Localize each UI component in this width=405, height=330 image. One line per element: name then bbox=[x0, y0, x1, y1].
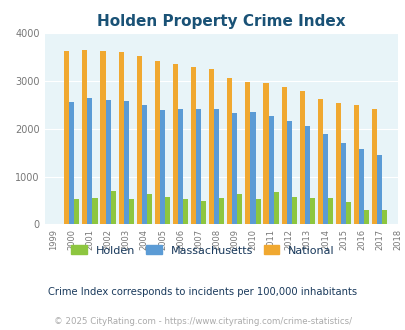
Bar bbox=[245, 82, 250, 224]
Text: Crime Index corresponds to incidents per 100,000 inhabitants: Crime Index corresponds to incidents per… bbox=[48, 287, 357, 297]
Bar bbox=[164, 197, 170, 224]
Bar bbox=[124, 101, 128, 224]
Bar bbox=[376, 155, 382, 224]
Bar bbox=[345, 202, 350, 224]
Bar bbox=[255, 199, 260, 224]
Bar bbox=[136, 56, 141, 224]
Bar bbox=[69, 102, 74, 224]
Bar bbox=[154, 61, 160, 224]
Bar bbox=[363, 210, 369, 224]
Bar bbox=[74, 199, 79, 224]
Bar bbox=[232, 113, 237, 224]
Bar bbox=[147, 194, 151, 224]
Bar bbox=[309, 198, 314, 224]
Bar bbox=[353, 105, 358, 224]
Bar bbox=[317, 99, 322, 224]
Bar bbox=[214, 109, 219, 224]
Bar bbox=[110, 191, 115, 224]
Bar bbox=[128, 199, 134, 224]
Bar bbox=[141, 105, 147, 224]
Bar bbox=[87, 98, 92, 224]
Bar bbox=[227, 78, 232, 224]
Bar bbox=[299, 91, 304, 224]
Bar bbox=[92, 198, 97, 224]
Bar bbox=[291, 197, 296, 224]
Bar bbox=[64, 51, 69, 224]
Text: © 2025 CityRating.com - https://www.cityrating.com/crime-statistics/: © 2025 CityRating.com - https://www.city… bbox=[54, 317, 351, 326]
Bar bbox=[196, 109, 200, 224]
Title: Holden Property Crime Index: Holden Property Crime Index bbox=[97, 14, 345, 29]
Bar bbox=[190, 67, 196, 224]
Bar bbox=[237, 194, 242, 224]
Bar bbox=[209, 69, 214, 224]
Bar bbox=[268, 116, 273, 224]
Bar bbox=[358, 149, 363, 224]
Legend: Holden, Massachusetts, National: Holden, Massachusetts, National bbox=[66, 241, 339, 260]
Bar bbox=[335, 103, 340, 224]
Bar bbox=[105, 100, 110, 224]
Bar bbox=[219, 198, 224, 224]
Bar bbox=[200, 201, 206, 224]
Bar bbox=[173, 64, 177, 224]
Bar bbox=[273, 192, 278, 224]
Bar bbox=[183, 199, 188, 224]
Bar bbox=[371, 109, 376, 224]
Bar bbox=[304, 126, 309, 224]
Bar bbox=[340, 143, 345, 224]
Bar bbox=[263, 83, 268, 224]
Bar bbox=[382, 210, 386, 224]
Bar bbox=[160, 110, 164, 224]
Bar bbox=[177, 109, 183, 224]
Bar bbox=[286, 121, 291, 224]
Bar bbox=[82, 50, 87, 224]
Bar bbox=[327, 198, 332, 224]
Bar bbox=[118, 52, 124, 224]
Bar bbox=[100, 51, 105, 224]
Bar bbox=[322, 134, 327, 224]
Bar bbox=[250, 112, 255, 224]
Bar bbox=[281, 86, 286, 224]
